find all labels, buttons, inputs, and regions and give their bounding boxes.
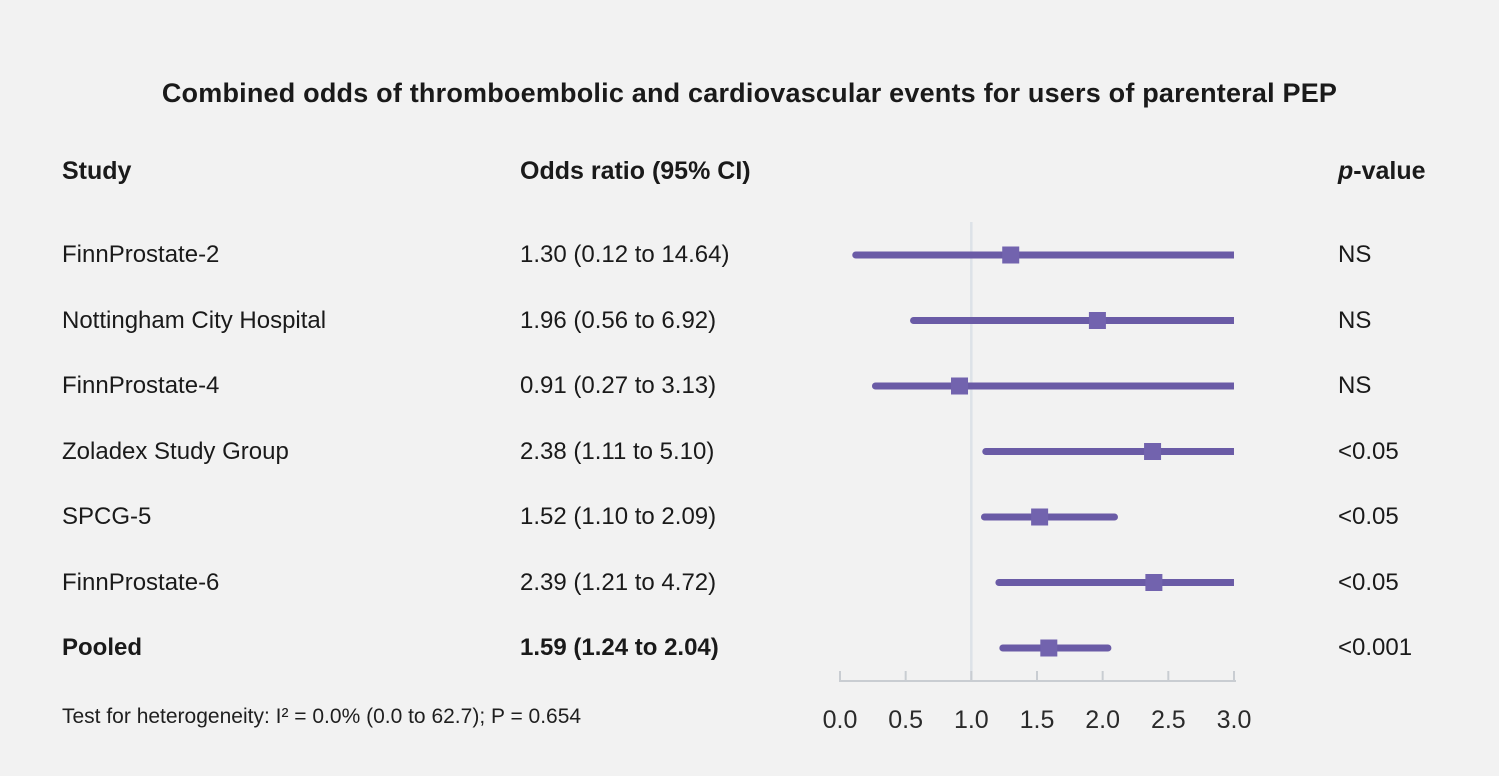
point-estimate-marker: [1031, 508, 1049, 526]
study-label: SPCG-5: [62, 503, 152, 530]
ci-cap-left: [982, 448, 990, 455]
p-value-label: <0.05: [1338, 437, 1399, 465]
x-tick-label: 2.5: [1151, 706, 1186, 734]
column-header-odds-ratio: Odds ratio (95% CI): [520, 157, 751, 185]
ci-cap-left: [980, 513, 988, 521]
study-label: Pooled: [62, 634, 143, 661]
odds-ratio-label: 1.96 (0.56 to 6.92): [520, 306, 717, 334]
ci-cap-left: [995, 579, 1003, 586]
odds-ratio-label: 2.38 (1.11 to 5.10): [520, 437, 715, 465]
odds-ratio-label: 0.91 (0.27 to 3.13): [520, 372, 717, 399]
ci-cap-right: [1110, 513, 1118, 521]
study-label: Nottingham City Hospital: [62, 306, 327, 334]
x-tick-label: 3.0: [1217, 706, 1252, 734]
odds-ratio-label: 1.30 (0.12 to 14.64): [520, 241, 730, 268]
p-value-label: NS: [1338, 372, 1372, 399]
p-value-label: <0.001: [1338, 634, 1413, 661]
odds-ratio-label: 2.39 (1.21 to 4.72): [520, 568, 717, 596]
point-estimate-marker: [1144, 443, 1162, 460]
p-value-label: NS: [1338, 241, 1372, 268]
x-tick-label: 1.0: [954, 706, 989, 734]
point-estimate-marker: [1040, 639, 1058, 657]
odds-ratio-label: 1.52 (1.10 to 2.09): [520, 503, 717, 530]
odds-ratio-label: 1.59 (1.24 to 2.04): [520, 634, 719, 661]
study-label: FinnProstate-6: [62, 568, 220, 596]
point-estimate-marker: [1088, 312, 1106, 329]
point-estimate-marker: [951, 377, 969, 395]
ci-cap-left: [999, 644, 1007, 652]
p-value-label: <0.05: [1338, 503, 1399, 530]
heterogeneity-note: Test for heterogeneity: I² = 0.0% (0.0 t…: [62, 705, 582, 728]
ci-cap-left: [852, 251, 860, 259]
chart-title: Combined odds of thromboembolic and card…: [161, 78, 1338, 108]
p-value-label: <0.05: [1338, 568, 1399, 596]
p-value-rest: -value: [1353, 157, 1426, 185]
study-label: Zoladex Study Group: [62, 437, 289, 465]
ci-cap-left: [910, 317, 918, 324]
column-header-p-value: p-value: [1338, 156, 1426, 186]
p-value-label: NS: [1338, 306, 1372, 334]
column-header-study: Study: [62, 157, 132, 185]
point-estimate-marker: [1145, 574, 1163, 591]
study-label: FinnProstate-4: [62, 372, 220, 399]
x-tick-label: 0.5: [888, 706, 923, 734]
point-estimate-marker: [1002, 246, 1020, 264]
study-label: FinnProstate-2: [62, 241, 220, 268]
x-tick-label: 1.5: [1020, 706, 1055, 734]
ci-cap-left: [871, 382, 879, 390]
x-tick-label: 0.0: [823, 706, 858, 734]
x-tick-label: 2.0: [1085, 706, 1120, 734]
p-value-italic-p: p: [1338, 157, 1354, 185]
ci-cap-right: [1104, 644, 1112, 652]
